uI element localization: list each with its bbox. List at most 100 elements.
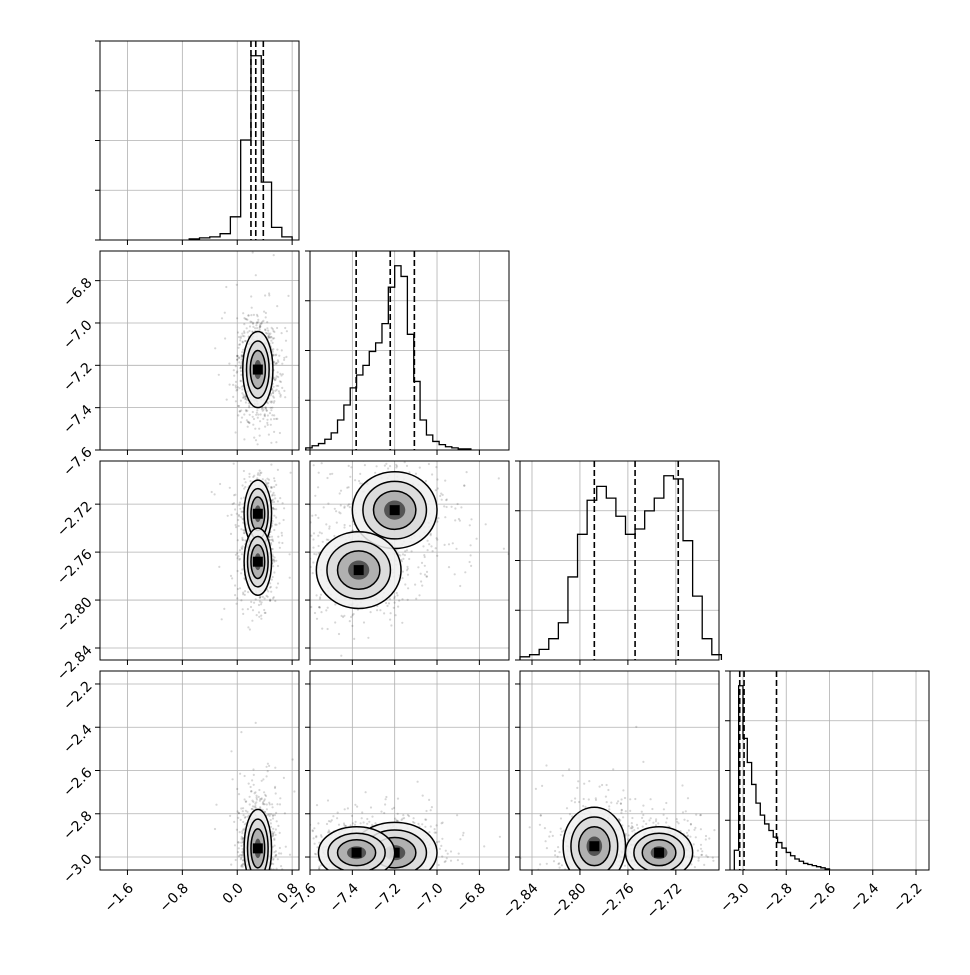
sample-point: [272, 912, 274, 914]
sample-point: [260, 603, 262, 605]
sample-point: [279, 373, 281, 375]
sample-point: [445, 860, 447, 862]
sample-point: [417, 823, 419, 825]
sample-point: [223, 608, 225, 610]
sample-point: [276, 349, 278, 351]
sample-point: [255, 274, 257, 276]
sample-point: [270, 407, 272, 409]
sample-point: [438, 841, 440, 843]
sample-point: [260, 884, 262, 886]
sample-point: [444, 883, 446, 885]
sample-point: [243, 478, 245, 480]
sample-point: [258, 881, 260, 883]
sample-point: [238, 336, 240, 338]
sample-point: [307, 571, 309, 573]
sample-point: [454, 573, 456, 575]
sample-point: [454, 519, 456, 521]
sample-point: [412, 455, 414, 457]
sample-point: [277, 825, 279, 827]
sample-point: [218, 374, 220, 376]
sample-point: [318, 472, 320, 474]
sample-point: [250, 295, 252, 297]
sample-point: [238, 812, 240, 814]
sample-point: [252, 887, 254, 889]
sample-point: [462, 834, 464, 836]
sample-point: [244, 590, 246, 592]
sample-point: [341, 877, 343, 879]
sample-point: [250, 314, 252, 316]
sample-point: [255, 875, 257, 877]
sample-point: [407, 568, 409, 570]
sample-point: [249, 414, 251, 416]
sample-point: [451, 506, 453, 508]
sample-point: [249, 325, 251, 327]
sample-point: [256, 899, 258, 901]
sample-point: [328, 389, 330, 391]
sample-point: [329, 423, 331, 425]
sample-point: [367, 637, 369, 639]
sample-point: [462, 456, 464, 458]
sample-point: [336, 522, 338, 524]
sample-point: [383, 875, 385, 877]
sample-point: [612, 768, 614, 770]
sample-point: [347, 877, 349, 879]
sample-point: [371, 894, 373, 896]
sample-point: [270, 910, 272, 912]
sample-point: [690, 863, 692, 865]
sample-point: [241, 845, 243, 847]
sample-point: [443, 505, 445, 507]
sample-point: [374, 472, 376, 474]
sample-point: [267, 337, 269, 339]
sample-point: [401, 819, 403, 821]
sample-point: [250, 878, 252, 880]
sample-point: [321, 836, 323, 838]
sample-point: [242, 484, 244, 486]
sample-point: [261, 884, 263, 886]
sample-point: [237, 519, 239, 521]
sample-point: [273, 400, 275, 402]
sample-point: [253, 602, 255, 604]
sample-point: [410, 894, 412, 896]
sample-point: [425, 810, 427, 812]
sample-point: [273, 431, 275, 433]
sample-point: [242, 828, 244, 830]
sample-point: [235, 365, 237, 367]
sample-point: [411, 550, 413, 552]
sample-point: [365, 878, 367, 880]
sample-point: [382, 882, 384, 884]
sample-point: [259, 896, 261, 898]
sample-point: [245, 440, 247, 442]
sample-point: [260, 872, 262, 874]
sample-point: [394, 596, 396, 598]
sample-point: [307, 820, 309, 822]
sample-point: [243, 875, 245, 877]
sample-point: [331, 473, 333, 475]
sample-point: [354, 882, 356, 884]
sample-point: [255, 324, 257, 326]
sample-point: [272, 330, 274, 332]
sample-point: [254, 894, 256, 896]
sample-point: [276, 327, 278, 329]
sample-point: [483, 845, 485, 847]
sample-point: [313, 553, 315, 555]
sample-point: [409, 880, 411, 882]
sample-point: [283, 519, 285, 521]
sample-point: [233, 821, 235, 823]
sample-point: [248, 874, 250, 876]
sample-point: [427, 549, 429, 551]
sample-point: [380, 876, 382, 878]
sample-point: [264, 415, 266, 417]
sample-point: [265, 879, 267, 881]
sample-point: [281, 532, 283, 534]
sample-point: [356, 806, 358, 808]
sample-point: [242, 312, 244, 314]
sample-point: [270, 336, 272, 338]
sample-point: [384, 881, 386, 883]
sample-point: [255, 439, 257, 441]
sample-point: [264, 328, 266, 330]
hist-panel-3: [725, 671, 929, 875]
sample-point: [240, 572, 242, 574]
sample-point: [281, 944, 283, 946]
sample-point: [267, 596, 269, 598]
density-peak-bin: [390, 505, 400, 515]
